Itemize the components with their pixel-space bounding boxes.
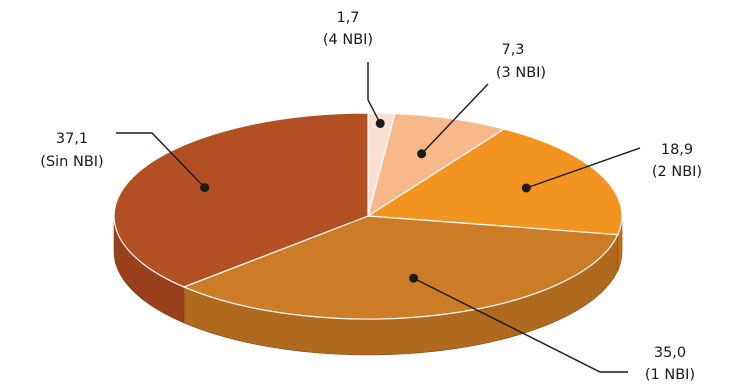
slice-category-4nbi: (4 NBI) (323, 32, 373, 48)
slice-label-3nbi: 7,3 (3 NBI) (496, 42, 546, 81)
slice-label-4nbi: 1,7 (4 NBI) (323, 10, 373, 48)
leader-line-4nbi (367, 62, 381, 124)
slice-value-4nbi: 1,7 (336, 10, 359, 26)
slice-label-2nbi: 18,9 (2 NBI) (652, 142, 702, 180)
leader-dot-3nbi (417, 149, 427, 159)
leader-dot-2nbi (521, 183, 531, 193)
leader-dot-sin-nbi (200, 183, 210, 193)
pie-slices (113, 112, 623, 320)
leader-line-3nbi (421, 83, 489, 155)
leader-line-1nbi (413, 277, 628, 373)
slice-3nbi (367, 112, 506, 218)
slice-category-1nbi: (1 NBI) (645, 367, 695, 383)
slice-value-3nbi: 7,3 (501, 42, 524, 58)
slice-1nbi (182, 215, 619, 320)
leader-line-sin-nbi (116, 132, 206, 189)
slice-sin-nbi (113, 112, 369, 288)
leader-lines (116, 62, 641, 373)
slice-category-2nbi: (2 NBI) (652, 164, 702, 180)
slice-label-sin-nbi: 37,1 (Sin NBI) (40, 131, 103, 170)
slice-value-2nbi: 18,9 (661, 142, 693, 158)
slice-label-1nbi: 35,0 (1 NBI) (645, 345, 695, 383)
leader-dot-4nbi (375, 118, 385, 128)
slice-2nbi (366, 128, 623, 236)
slice-category-3nbi: (3 NBI) (496, 65, 546, 81)
slice-category-sin-nbi: (Sin NBI) (40, 154, 103, 170)
leader-line-2nbi (526, 147, 641, 189)
slice-value-sin-nbi: 37,1 (56, 131, 88, 147)
leader-dot-1nbi (409, 273, 419, 283)
slice-value-1nbi: 35,0 (654, 345, 686, 361)
